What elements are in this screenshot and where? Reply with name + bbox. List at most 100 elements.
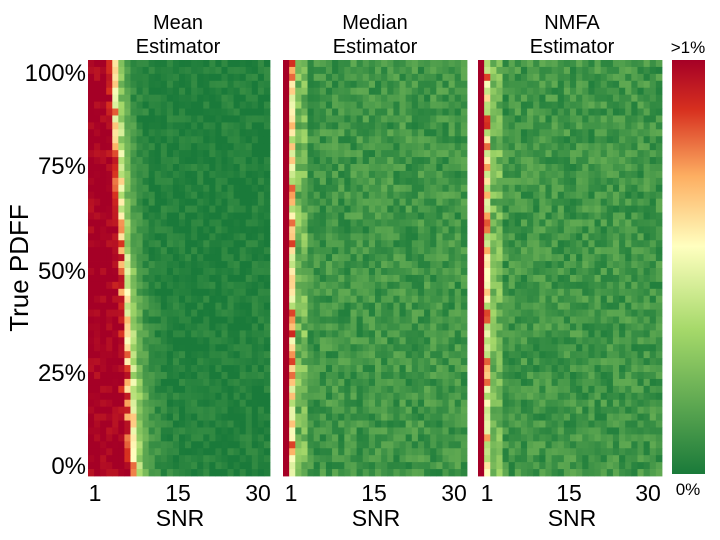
heatmap-cell <box>490 302 497 310</box>
heatmap-cell <box>283 129 290 137</box>
heatmap-cell <box>631 80 638 89</box>
heatmap-cell <box>295 420 302 428</box>
heatmap-cell <box>551 66 559 75</box>
heatmap-cell <box>136 87 143 96</box>
heatmap-cell <box>436 212 443 220</box>
heatmap-cell <box>313 344 321 352</box>
heatmap-cell <box>600 240 608 248</box>
heatmap-cell <box>387 60 394 68</box>
heatmap-cell <box>442 365 449 373</box>
heatmap-cell <box>631 226 638 234</box>
heatmap-cell <box>124 302 131 310</box>
heatmap-cell <box>251 143 259 151</box>
heatmap-cell <box>239 420 247 428</box>
heatmap-cell <box>527 157 534 165</box>
heatmap-cell <box>191 295 198 304</box>
heatmap-cell <box>319 392 327 401</box>
heatmap-cell <box>251 337 259 345</box>
heatmap-cell <box>417 191 425 200</box>
heatmap-cell <box>203 233 210 241</box>
heatmap-cell <box>130 337 137 345</box>
heatmap-cell <box>393 378 400 387</box>
heatmap-cell <box>94 399 101 408</box>
heatmap-cell <box>545 157 552 165</box>
heatmap-cell <box>356 150 364 158</box>
heatmap-cell <box>344 247 351 255</box>
heatmap-cell <box>520 330 528 338</box>
heatmap-cell <box>570 274 577 283</box>
heatmap-cell <box>448 427 456 435</box>
heatmap-cell <box>350 94 357 102</box>
heatmap-cell <box>625 247 632 255</box>
heatmap-cell <box>191 226 198 234</box>
heatmap-cell <box>221 143 228 151</box>
heatmap-cell <box>520 101 528 109</box>
heatmap-cell <box>215 365 222 373</box>
heatmap-cell <box>197 101 204 109</box>
heatmap-cell <box>637 330 644 338</box>
heatmap-cell <box>251 365 259 373</box>
heatmap-cell <box>319 184 327 193</box>
heatmap-cell <box>221 73 228 82</box>
heatmap-cell <box>325 108 333 116</box>
heatmap-cell <box>417 198 425 206</box>
heatmap-cell <box>442 295 449 304</box>
heatmap-cell <box>301 323 308 331</box>
heatmap-cell <box>411 302 419 310</box>
heatmap-cell <box>263 358 271 366</box>
heatmap-cell <box>166 184 174 193</box>
heatmap-cell <box>631 66 638 75</box>
heatmap-cell <box>160 337 168 345</box>
heatmap-cell <box>643 330 651 338</box>
heatmap-cell <box>399 337 407 345</box>
heatmap-cell <box>227 60 234 68</box>
heatmap-cell <box>289 274 296 283</box>
heatmap-cell <box>233 392 241 401</box>
heatmap-cell <box>643 136 651 144</box>
heatmap-cell <box>375 219 382 227</box>
heatmap-cell <box>172 420 180 428</box>
heatmap-cell <box>649 108 657 116</box>
heatmap-cell <box>454 302 462 310</box>
heatmap-cell <box>478 136 485 144</box>
heatmap-cell <box>221 406 228 414</box>
heatmap-cell <box>197 129 204 137</box>
heatmap-cell <box>350 344 357 352</box>
heatmap-cell <box>215 233 222 241</box>
heatmap-cell <box>375 143 382 151</box>
heatmap-cell <box>539 351 546 359</box>
heatmap-cell <box>594 101 602 109</box>
heatmap-cell <box>649 60 657 68</box>
heatmap-cell <box>460 150 468 158</box>
heatmap-cell <box>606 108 614 116</box>
heatmap-cell <box>606 295 614 304</box>
heatmap-cell <box>631 184 638 193</box>
heatmap-cell <box>319 73 327 82</box>
heatmap-cell <box>424 427 431 435</box>
heatmap-cell <box>136 406 143 414</box>
heatmap-cell <box>185 108 192 116</box>
heatmap-cell <box>448 309 456 317</box>
heatmap-cell <box>263 365 271 373</box>
heatmap-cell <box>185 469 192 477</box>
heatmap-cell <box>197 87 204 96</box>
heatmap-cell <box>136 385 143 394</box>
heatmap-cell <box>338 129 345 137</box>
heatmap-cell <box>436 448 443 456</box>
heatmap-cell <box>381 365 388 373</box>
heatmap-cell <box>283 184 290 193</box>
heatmap-cell <box>381 434 388 442</box>
heatmap-cell <box>172 66 180 75</box>
heatmap-cell <box>393 469 400 477</box>
heatmap-cell <box>154 302 162 310</box>
heatmap-cell <box>338 434 345 442</box>
heatmap-cell <box>136 441 143 449</box>
heatmap-cell <box>655 205 663 213</box>
heatmap-cell <box>301 302 308 310</box>
heatmap-cell <box>417 226 425 234</box>
heatmap-cell <box>172 448 180 456</box>
heatmap-cell <box>442 66 449 75</box>
heatmap-cell <box>436 94 443 102</box>
heatmap-cell <box>448 60 456 68</box>
heatmap-cell <box>502 115 510 123</box>
